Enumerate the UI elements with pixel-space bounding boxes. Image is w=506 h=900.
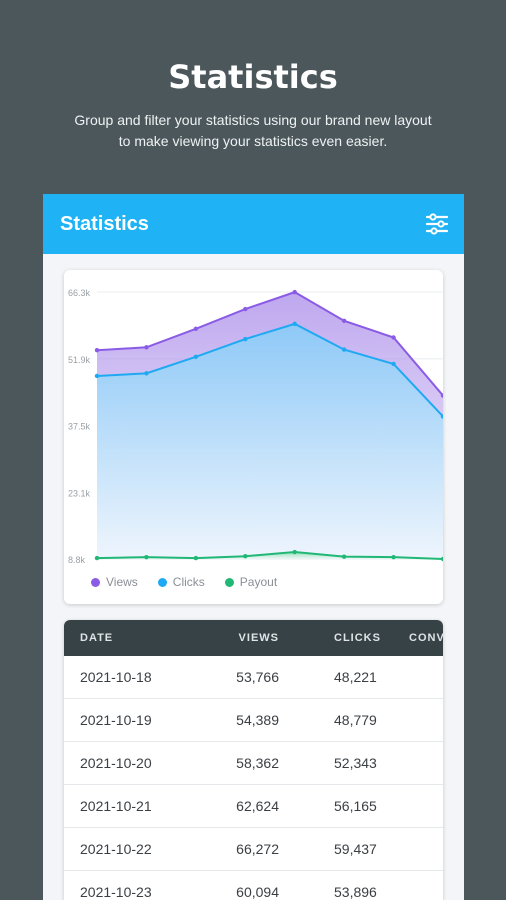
views-data-point[interactable] <box>144 345 149 350</box>
cell-views: 58,362 <box>236 755 279 771</box>
promo-subtitle-line-2: to make viewing your statistics even eas… <box>118 133 388 149</box>
payout-data-point[interactable] <box>292 549 297 555</box>
legend-label-clicks: Clicks <box>172 575 205 589</box>
y-tick-label: 37.5k <box>68 422 91 432</box>
clicks-series-area <box>97 323 443 559</box>
clicks-data-point[interactable] <box>193 354 199 360</box>
cell-views: 66,272 <box>236 841 279 857</box>
legend-item-payout[interactable]: Payout <box>224 575 278 589</box>
cell-clicks: 59,437 <box>334 841 377 857</box>
clicks-data-point[interactable] <box>94 373 100 379</box>
clicks-data-point[interactable] <box>144 371 149 376</box>
clicks-data-point[interactable] <box>243 336 248 342</box>
cell-views: 62,624 <box>236 798 279 814</box>
cell-date: 2021-10-23 <box>80 884 152 900</box>
clicks-data-point[interactable] <box>440 414 443 419</box>
table-row[interactable]: 2021-10-20 58,362 52,343 <box>64 742 443 785</box>
cell-date: 2021-10-18 <box>80 669 152 685</box>
payout-dot-icon <box>224 577 234 587</box>
chart-legend: Views Clicks Payout <box>91 575 277 589</box>
app-bar: Statistics <box>43 194 464 254</box>
table-row[interactable]: 2021-10-21 62,624 56,165 <box>64 785 443 828</box>
views-data-point[interactable] <box>341 318 347 324</box>
views-data-point[interactable] <box>94 348 100 353</box>
cell-clicks: 56,165 <box>334 798 377 814</box>
legend-item-clicks[interactable]: Clicks <box>157 575 205 589</box>
payout-data-point[interactable] <box>144 554 149 560</box>
phone-screen: Statistics <box>43 194 464 900</box>
promo-subtitle: Group and filter your statistics using o… <box>40 110 466 152</box>
y-tick-label: 51.9k <box>68 355 91 365</box>
clicks-series-line <box>96 322 443 418</box>
payout-data-point[interactable] <box>243 554 248 559</box>
payout-data-point[interactable] <box>193 555 199 561</box>
payout-data-point[interactable] <box>391 554 396 560</box>
views-data-point[interactable] <box>440 393 443 398</box>
table-row[interactable]: 2021-10-18 53,766 48,221 <box>64 656 443 699</box>
promo-title: Statistics <box>168 58 338 96</box>
legend-label-payout: Payout <box>239 575 278 589</box>
views-data-point[interactable] <box>243 306 248 312</box>
cell-clicks: 48,779 <box>334 712 377 728</box>
cell-date: 2021-10-21 <box>80 798 152 814</box>
views-data-point[interactable] <box>292 289 297 295</box>
cell-date: 2021-10-20 <box>80 755 152 771</box>
clicks-data-point[interactable] <box>341 347 347 352</box>
header-clicks[interactable]: CLICKS <box>334 632 381 644</box>
table-header: DATE VIEWS CLICKS CONV <box>64 620 443 656</box>
payout-data-point[interactable] <box>94 555 100 561</box>
cell-clicks: 52,343 <box>334 755 377 771</box>
views-data-point[interactable] <box>391 335 396 340</box>
promo-subtitle-line-1: Group and filter your statistics using o… <box>74 112 432 128</box>
area-chart: 66.3k 51.9k 37.5k 23.1k 8.8k <box>68 288 443 565</box>
cell-date: 2021-10-19 <box>80 712 152 728</box>
filter-button[interactable] <box>424 211 450 237</box>
chart-card: 66.3k 51.9k 37.5k 23.1k 8.8k Views Clicks Pa… <box>64 270 443 604</box>
clicks-data-point[interactable] <box>391 361 396 367</box>
cell-views: 54,389 <box>236 712 279 728</box>
header-conv[interactable]: CONV <box>409 632 443 644</box>
views-dot-icon <box>91 577 100 587</box>
views-data-point[interactable] <box>193 326 199 332</box>
header-date[interactable]: DATE <box>80 632 114 644</box>
y-tick-label: 66.3k <box>68 288 91 298</box>
sliders-icon <box>425 213 449 235</box>
cell-date: 2021-10-22 <box>80 841 152 857</box>
cell-clicks: 48,221 <box>334 669 377 685</box>
cell-clicks: 53,896 <box>334 884 377 900</box>
table-row[interactable]: 2021-10-19 54,389 48,779 <box>64 699 443 742</box>
y-tick-label: 23.1k <box>68 489 91 499</box>
payout-series-line <box>96 551 443 560</box>
stats-table: DATE VIEWS CLICKS CONV 2021-10-18 53,766… <box>64 620 443 900</box>
header-views[interactable]: VIEWS <box>238 632 279 644</box>
payout-data-point[interactable] <box>341 554 347 559</box>
clicks-dot-icon <box>157 577 167 587</box>
cell-views: 53,766 <box>236 669 279 685</box>
table-row[interactable]: 2021-10-22 66,272 59,437 <box>64 828 443 871</box>
table-row[interactable]: 2021-10-23 60,094 53,896 <box>64 871 443 900</box>
app-bar-title: Statistics <box>60 212 149 235</box>
y-tick-label: 8.8k <box>68 555 86 565</box>
legend-label-views: Views <box>106 575 138 589</box>
clicks-data-point[interactable] <box>292 321 297 327</box>
views-series-line <box>96 291 443 397</box>
cell-views: 60,094 <box>236 884 279 900</box>
payout-data-point[interactable] <box>440 556 443 562</box>
legend-item-views[interactable]: Views <box>91 575 138 589</box>
